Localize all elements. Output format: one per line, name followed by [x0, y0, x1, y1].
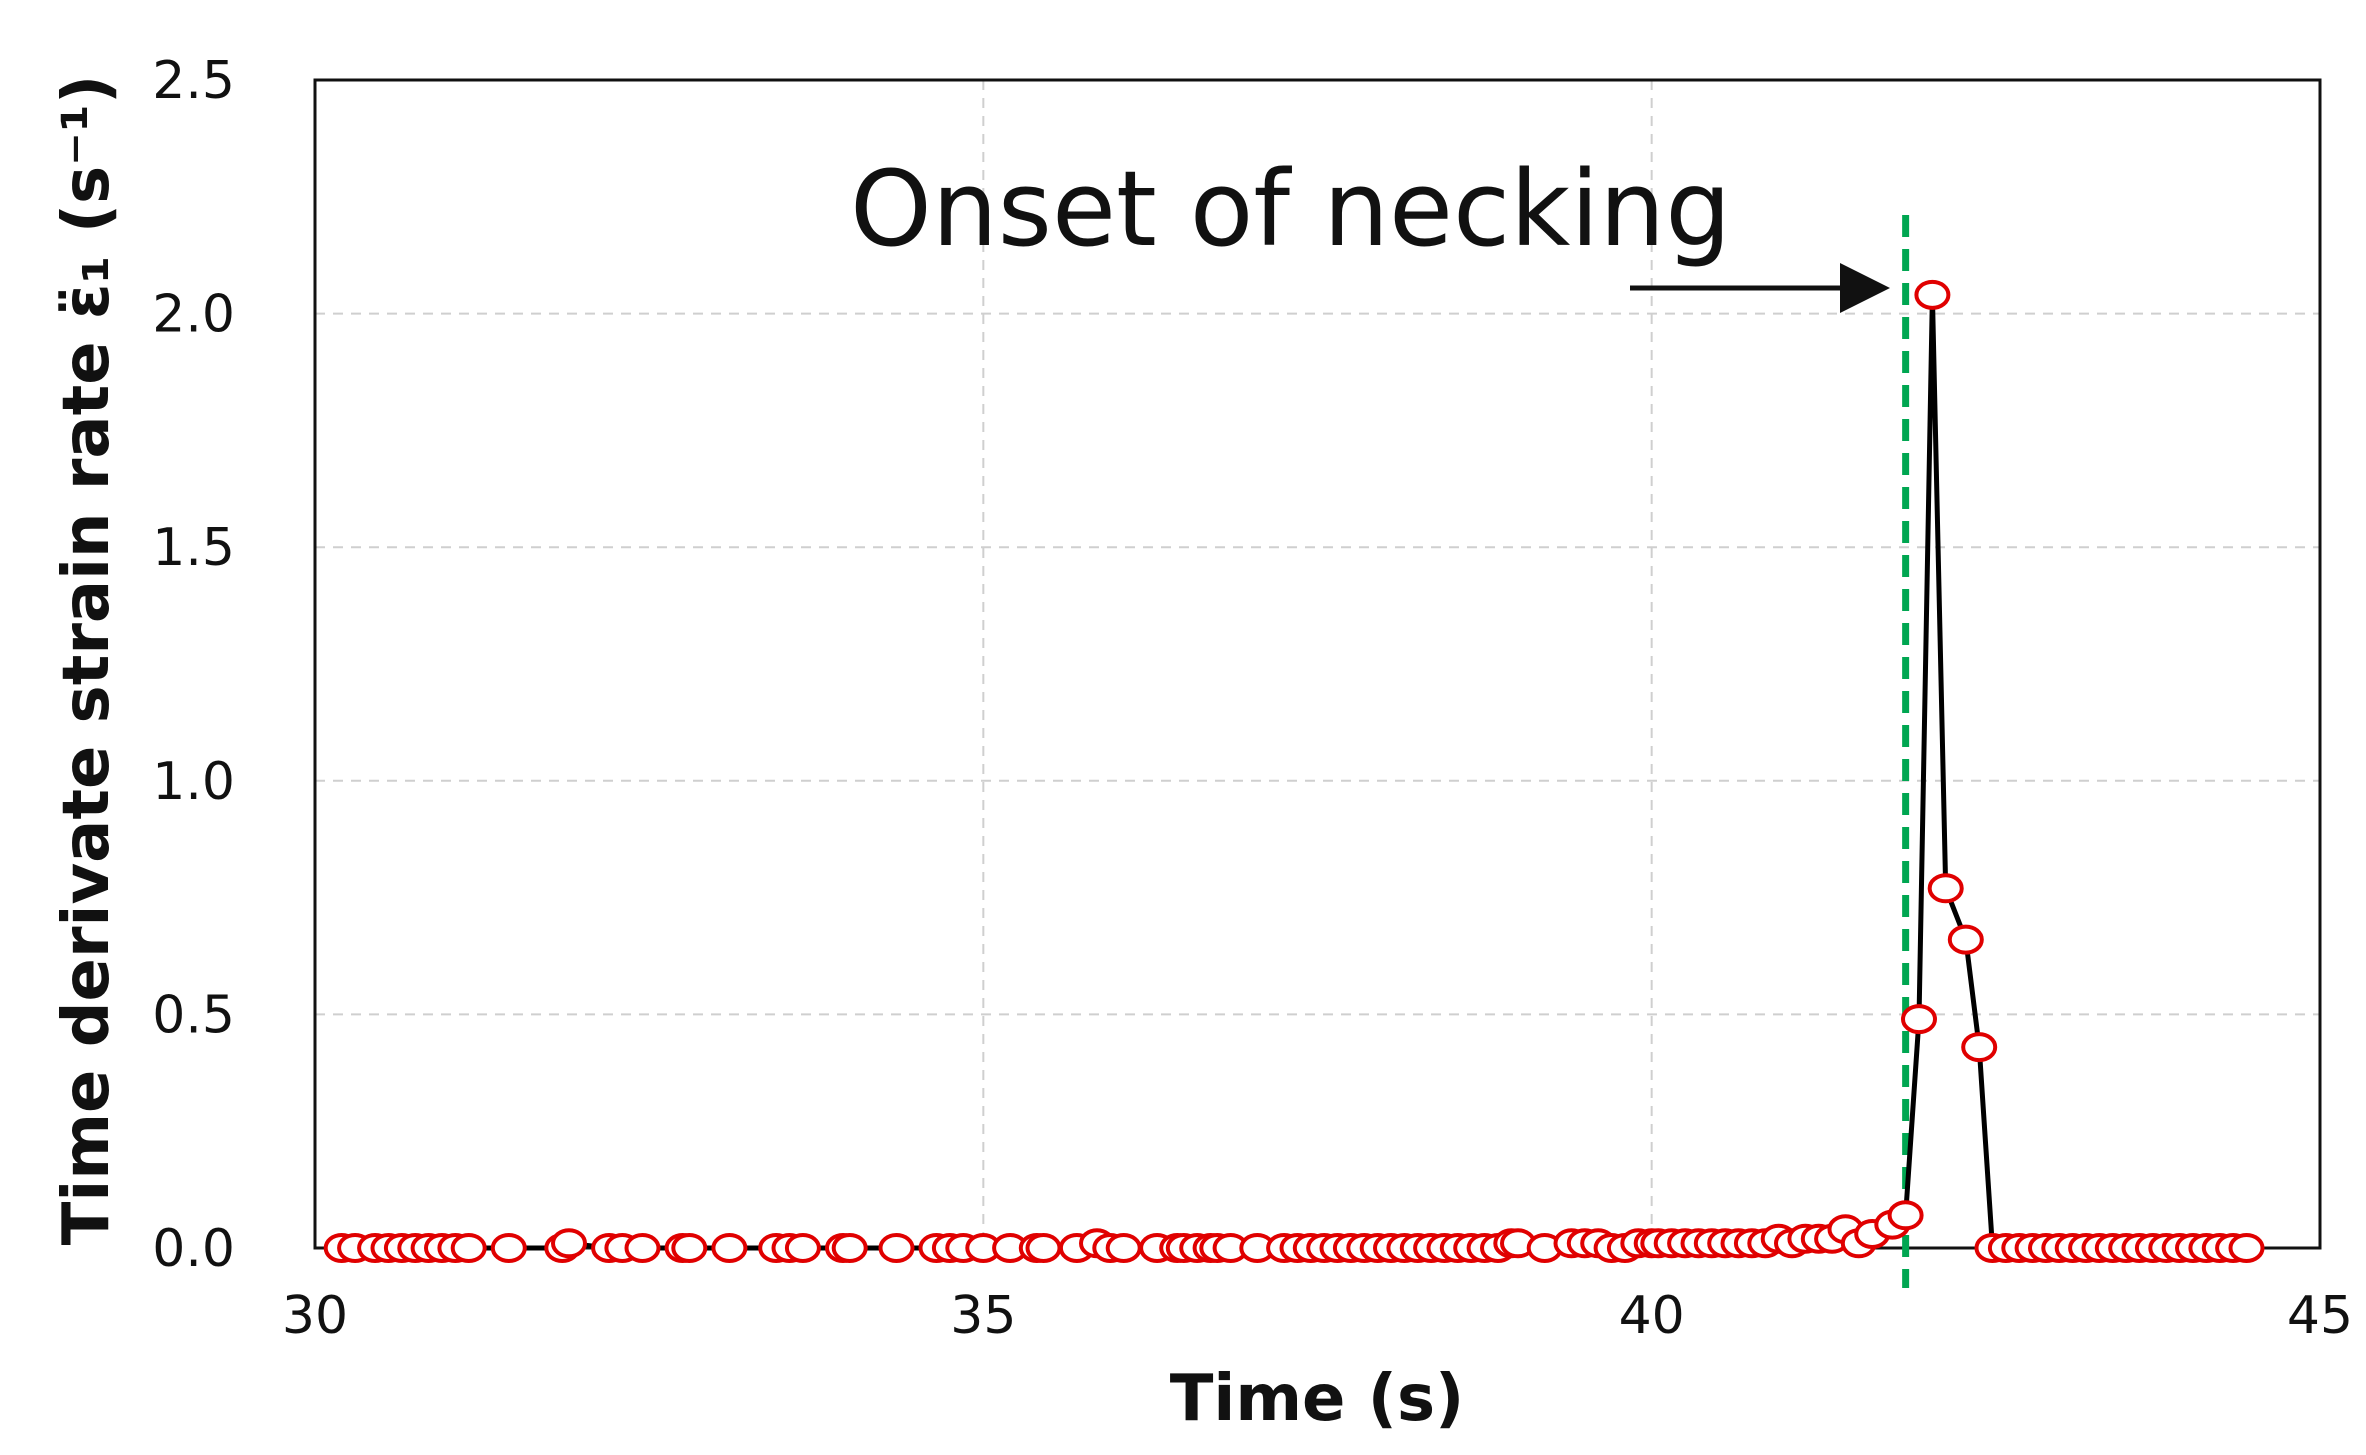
data-point-90 — [1901, 1004, 1937, 1035]
data-point-91 — [1914, 279, 1951, 310]
y-axis-ticks: 0.0 0.5 1.0 1.5 2.0 2.5 — [152, 51, 235, 1279]
data-point-12 — [551, 1228, 587, 1259]
grid — [315, 80, 2320, 1248]
y-tick-label-2.0: 2.0 — [152, 285, 235, 345]
series-line-strain-rate-derivative — [341, 292, 2247, 1251]
annotation-onset-of-necking: Onset of necking — [850, 148, 1731, 270]
x-tick-label-40: 40 — [1619, 1286, 1685, 1346]
x-tick-label-30: 30 — [282, 1286, 348, 1346]
data-point-94 — [1961, 1032, 1998, 1063]
data-point-93 — [1947, 924, 1984, 955]
y-axis-title: Time derivate strain rate ε̈₁ (s⁻¹) — [50, 75, 124, 1245]
data-point-35 — [1105, 1233, 1142, 1263]
data-point-24 — [878, 1233, 915, 1263]
x-axis-ticks: 30 35 40 45 — [282, 1286, 2353, 1346]
series-layer — [323, 279, 2265, 1263]
data-point-17 — [671, 1233, 708, 1263]
annotation-layer: Onset of necking — [850, 148, 1890, 313]
data-point-89 — [1887, 1200, 1924, 1231]
data-point-21 — [784, 1233, 821, 1263]
y-tick-label-0.5: 0.5 — [152, 985, 235, 1045]
data-point-23 — [831, 1233, 868, 1263]
data-point-92 — [1927, 873, 1964, 904]
x-tick-label-45: 45 — [2287, 1286, 2353, 1346]
data-point-31 — [1025, 1233, 1062, 1263]
x-axis-title: Time (s) — [1170, 1362, 1465, 1436]
y-tick-label-1.5: 1.5 — [152, 518, 235, 578]
data-point-10 — [490, 1233, 527, 1263]
y-tick-label-1.0: 1.0 — [152, 752, 235, 812]
data-point-114 — [2228, 1233, 2265, 1263]
data-point-9 — [450, 1233, 487, 1263]
data-point-15 — [624, 1233, 661, 1263]
x-tick-label-35: 35 — [950, 1286, 1016, 1346]
y-tick-label-0.0: 0.0 — [152, 1219, 235, 1279]
y-tick-label-2.5: 2.5 — [152, 51, 235, 111]
data-point-18 — [711, 1233, 748, 1263]
